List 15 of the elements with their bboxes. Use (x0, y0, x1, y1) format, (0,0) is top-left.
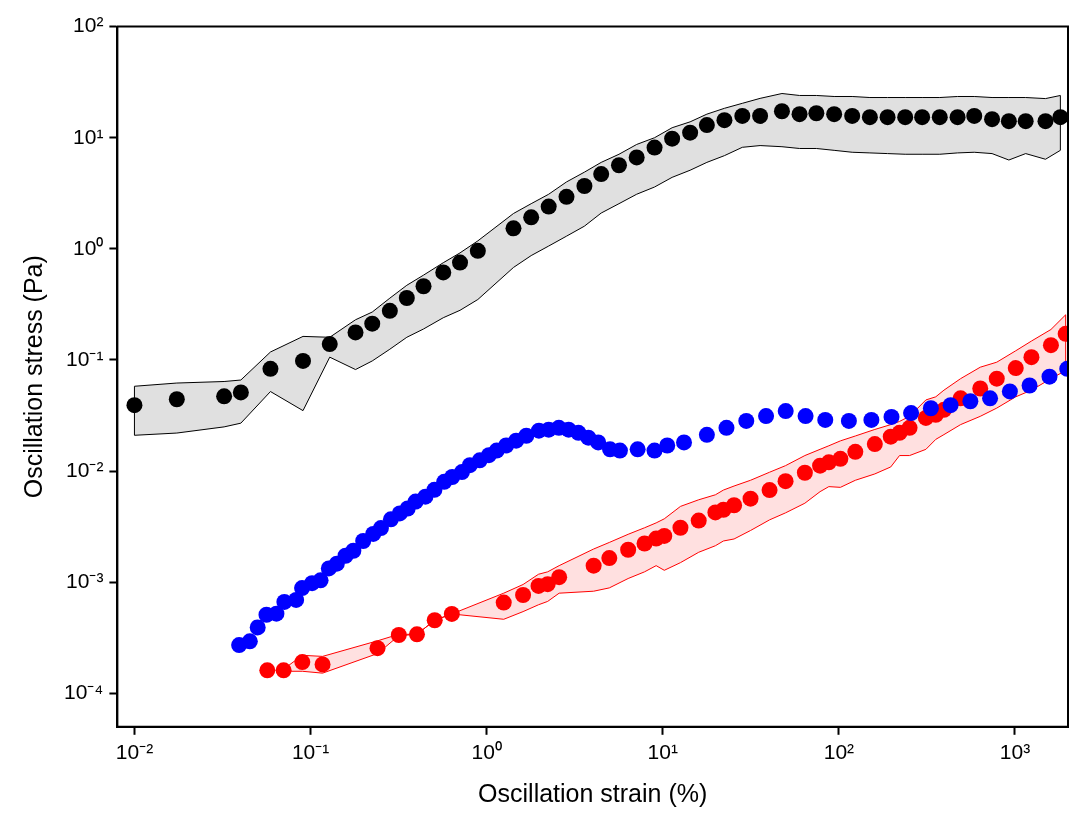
y-tick-label: 10⁻² (66, 457, 104, 481)
x-tick-label: 10¹ (647, 740, 678, 764)
x-axis-title: Oscillation strain (%) (478, 778, 708, 807)
y-tick-label: 10⁻³ (66, 569, 104, 593)
y-tick-label: 10⁻¹ (66, 346, 104, 370)
y-tick-label: 10⁻⁴ (63, 680, 104, 704)
y-tick-label: 10² (73, 13, 104, 37)
y-tick-label: 10⁰ (73, 235, 104, 259)
x-tick-label: 10² (823, 740, 855, 764)
x-tick-label: 10⁻¹ (291, 740, 330, 764)
y-axis-title: Oscillation stress (Pa) (18, 255, 47, 499)
y-tick-label: 10¹ (73, 124, 104, 148)
x-tick-label: 10³ (999, 740, 1031, 764)
x-tick-label: 10⁻² (115, 740, 154, 764)
x-tick-label: 10⁰ (471, 740, 502, 764)
